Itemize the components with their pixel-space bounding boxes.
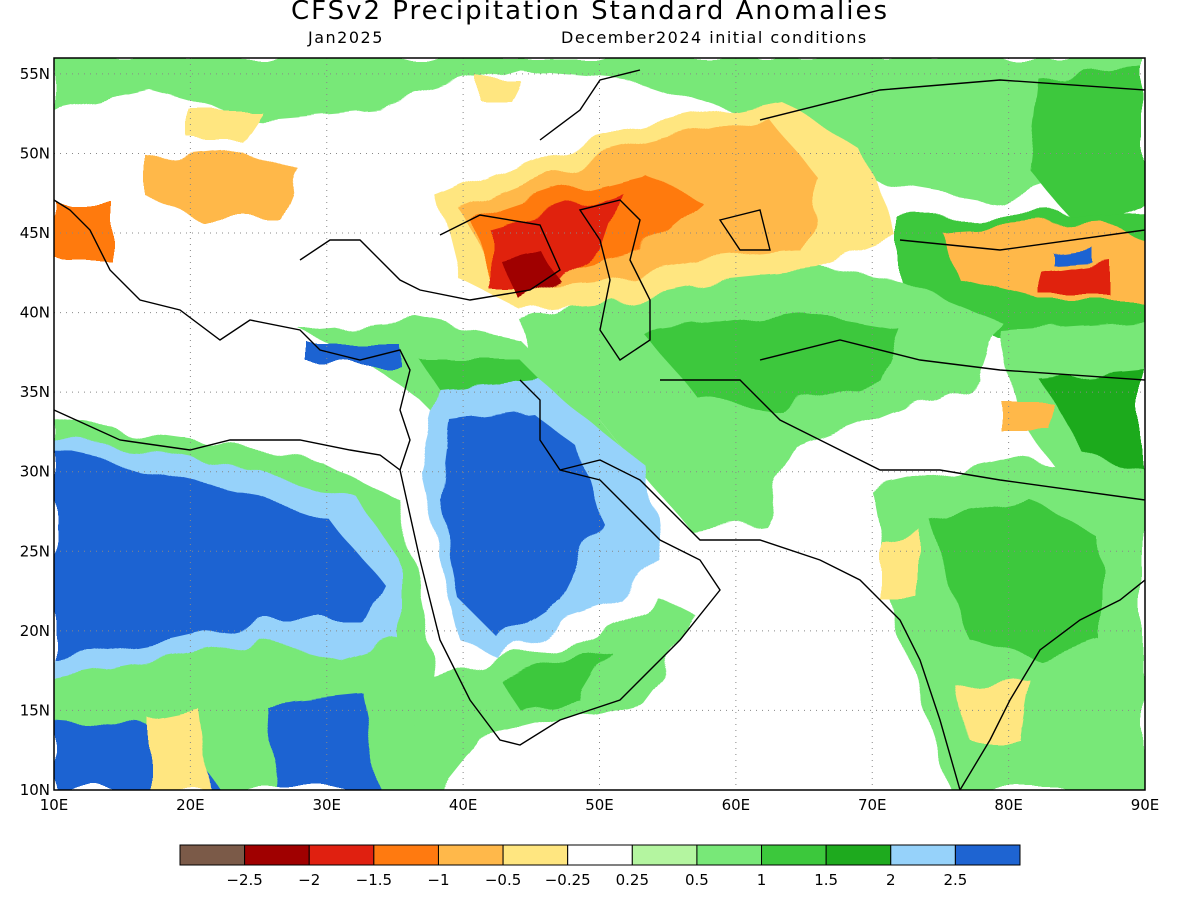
lat-tick-label: 20N xyxy=(20,622,50,640)
colorbar xyxy=(179,844,1021,866)
map-title: CFSv2 Precipitation Standard Anomalies xyxy=(290,0,890,26)
lon-tick-label: 90E xyxy=(1131,796,1160,814)
lat-tick-label: 10N xyxy=(20,781,50,799)
lon-tick-label: 40E xyxy=(449,796,478,814)
lat-tick-label: 50N xyxy=(20,144,50,162)
lat-tick-label: 55N xyxy=(20,65,50,83)
colorbar-label: −1 xyxy=(427,871,449,889)
colorbar-swatch xyxy=(567,844,633,866)
lon-tick-label: 70E xyxy=(858,796,887,814)
lon-tick-label: 20E xyxy=(176,796,205,814)
forecast-month: Jan2025 xyxy=(308,28,384,47)
colorbar-label: 2.5 xyxy=(943,871,967,889)
lat-tick-label: 40N xyxy=(20,304,50,322)
lon-tick-label: 10E xyxy=(40,796,69,814)
colorbar-swatch xyxy=(696,844,763,866)
colorbar-swatch xyxy=(308,844,375,866)
colorbar-label: 0.25 xyxy=(616,871,649,889)
lat-tick-label: 30N xyxy=(20,463,50,481)
graticule xyxy=(54,58,1145,790)
colorbar-swatch xyxy=(825,844,892,866)
colorbar-label: −2.5 xyxy=(226,871,262,889)
colorbar-label: −1.5 xyxy=(356,871,392,889)
colorbar-swatch xyxy=(373,844,439,866)
map-frame xyxy=(53,57,1146,791)
lon-tick-label: 60E xyxy=(722,796,751,814)
colorbar-swatch xyxy=(437,844,504,866)
colorbar-swatch xyxy=(890,844,956,866)
colorbar-label: −0.25 xyxy=(545,871,591,889)
colorbar-label: 1.5 xyxy=(814,871,838,889)
colorbar-label: 0.5 xyxy=(685,871,709,889)
colorbar-swatch xyxy=(761,844,827,866)
colorbar-label: 2 xyxy=(886,871,896,889)
lon-tick-label: 30E xyxy=(312,796,341,814)
coastlines xyxy=(54,69,1145,790)
initial-conditions: December2024 initial conditions xyxy=(561,28,868,47)
anomaly-field xyxy=(54,58,1145,790)
lat-tick-label: 45N xyxy=(20,224,50,242)
lon-tick-label: 50E xyxy=(585,796,614,814)
colorbar-label: −2 xyxy=(298,871,320,889)
colorbar-swatch xyxy=(244,844,310,866)
colorbar-swatch xyxy=(502,844,569,866)
colorbar-label: 1 xyxy=(757,871,767,889)
lat-tick-label: 25N xyxy=(20,542,50,560)
colorbar-swatch xyxy=(954,844,1021,866)
colorbar-swatch xyxy=(179,844,246,866)
lon-tick-label: 80E xyxy=(994,796,1023,814)
colorbar-swatch xyxy=(631,844,698,866)
lat-tick-label: 35N xyxy=(20,383,50,401)
colorbar-label: −0.5 xyxy=(485,871,521,889)
lat-tick-label: 15N xyxy=(20,701,50,719)
